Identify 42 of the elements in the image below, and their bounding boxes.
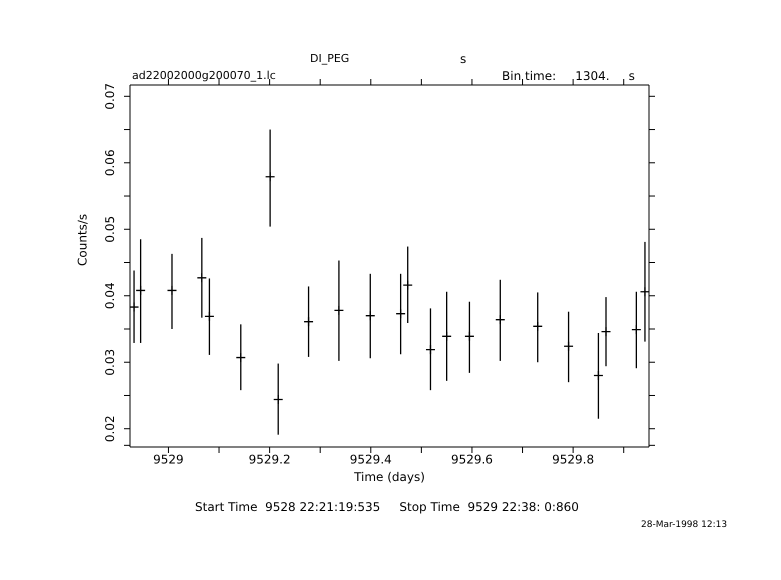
point	[130, 302, 140, 312]
point	[303, 316, 314, 327]
point	[402, 280, 413, 290]
y-tick-label: 0.07	[103, 82, 117, 110]
y-tick-label: 0.04	[103, 282, 117, 310]
chart-subtitle: ad22002000g200070_1.lc	[132, 69, 276, 82]
point	[631, 324, 642, 335]
point	[464, 331, 475, 342]
text: s	[460, 52, 466, 66]
text: Start Time 9528 22:21:19:535 Stop Time 9529 22:38: 0:860	[195, 500, 579, 514]
point	[166, 285, 178, 296]
chart-title: DI_PEG	[310, 52, 350, 65]
text: 28-Mar-1998 12:13	[641, 520, 728, 530]
point	[600, 326, 612, 337]
point	[563, 341, 574, 352]
point	[264, 172, 276, 182]
x-tick-label: 9529	[153, 452, 184, 467]
text: Bin time: 1304. s	[502, 69, 635, 83]
point	[425, 344, 436, 355]
y-tick-label: 0.03	[103, 348, 117, 376]
y-tick-label: 0.06	[103, 149, 117, 176]
point	[442, 331, 452, 342]
point	[395, 308, 406, 319]
point	[365, 310, 376, 321]
x-tick-label: 9529.6	[450, 452, 493, 467]
y-tick-label: 0.05	[103, 216, 117, 243]
point	[532, 321, 543, 332]
point	[236, 352, 246, 363]
y-tick-label: 0.02	[103, 415, 117, 442]
point	[135, 285, 146, 296]
point	[593, 370, 604, 381]
x-tick-label: 9529.4	[350, 452, 392, 467]
point	[196, 272, 207, 283]
point	[640, 286, 649, 297]
x-tick-label: 9529.2	[248, 452, 291, 467]
point	[334, 305, 344, 316]
point	[495, 314, 506, 325]
x-axis-title: Time (days)	[353, 470, 425, 484]
point	[204, 311, 215, 322]
y-axis-title: Counts/s	[75, 214, 90, 266]
x-tick-label: 9529.8	[552, 452, 594, 467]
point	[273, 394, 284, 405]
